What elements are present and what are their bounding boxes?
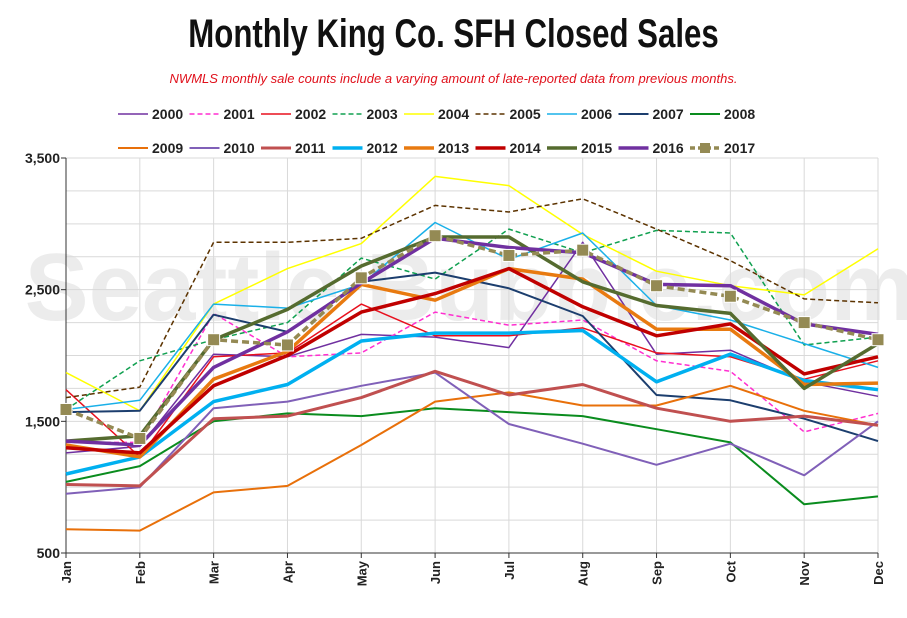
chart-title: Monthly King Co. SFH Closed Sales: [188, 12, 719, 56]
x-tick-label: Sep: [650, 561, 665, 585]
legend-label-2011: 2011: [295, 140, 326, 156]
legend-marker-2017: [700, 143, 710, 153]
legend-label-2016: 2016: [653, 140, 684, 156]
series-2017-point: [797, 316, 811, 330]
series-2017-point: [871, 333, 885, 347]
series-2012-line: [65, 328, 879, 476]
series-2010-line: [65, 371, 879, 495]
y-tick-label: 1,500: [25, 413, 60, 429]
x-tick-label: Jul: [502, 561, 517, 580]
x-tick-label: Mar: [207, 561, 222, 584]
series-2017-line: [65, 233, 879, 441]
legend-label-2014: 2014: [510, 140, 541, 156]
legend-label-2012: 2012: [367, 140, 398, 156]
series-2017-point: [502, 248, 516, 262]
y-tick-label: 500: [37, 545, 61, 561]
x-tick-label: Dec: [871, 561, 886, 585]
y-tick-label: 3,500: [25, 150, 60, 166]
legend-label-2000: 2000: [152, 106, 183, 122]
series-2017-point: [280, 338, 294, 352]
series-2002-line: [65, 303, 879, 458]
series-2014-line: [65, 266, 879, 455]
legend-label-2004: 2004: [438, 106, 469, 122]
legend-label-2010: 2010: [224, 140, 255, 156]
x-tick-label: Apr: [280, 561, 295, 583]
legend-label-2017: 2017: [724, 140, 755, 156]
legend-label-2015: 2015: [581, 140, 612, 156]
legend-label-2005: 2005: [510, 106, 541, 122]
series-2017-point: [576, 243, 590, 257]
series-2005-line: [65, 198, 879, 399]
x-tick-label: Nov: [797, 560, 812, 585]
series-2017-point: [59, 402, 73, 416]
series-2004-line: [65, 175, 879, 412]
legend-label-2001: 2001: [224, 106, 255, 122]
legend-label-2008: 2008: [724, 106, 755, 122]
series-2013-line: [65, 266, 879, 459]
series-2017-point: [723, 289, 737, 303]
x-tick-label: Oct: [723, 560, 738, 582]
x-tick-label: Jan: [59, 561, 74, 583]
x-tick-label: May: [354, 560, 369, 586]
series-2011-line: [65, 369, 879, 488]
legend-label-2009: 2009: [152, 140, 183, 156]
legend-label-2013: 2013: [438, 140, 469, 156]
series-2017-point: [207, 333, 221, 347]
chart-subtitle: NWMLS monthly sale counts include a vary…: [169, 71, 738, 86]
series-2000-line: [65, 241, 879, 454]
series-2017-point: [650, 279, 664, 293]
legend-label-2002: 2002: [295, 106, 326, 122]
series-2016-line: [65, 236, 879, 447]
series-2017-point: [354, 271, 368, 285]
legend-label-2006: 2006: [581, 106, 612, 122]
series-2003-line: [65, 228, 879, 411]
legend-label-2007: 2007: [653, 106, 684, 122]
x-tick-label: Jun: [428, 561, 443, 584]
x-tick-label: Aug: [576, 561, 591, 586]
x-tick-label: Feb: [133, 561, 148, 584]
series-2017-point: [133, 431, 147, 445]
series-2017-point: [428, 229, 442, 243]
series-2009-line: [65, 384, 879, 532]
y-tick-label: 2,500: [25, 282, 60, 298]
legend-label-2003: 2003: [367, 106, 398, 122]
